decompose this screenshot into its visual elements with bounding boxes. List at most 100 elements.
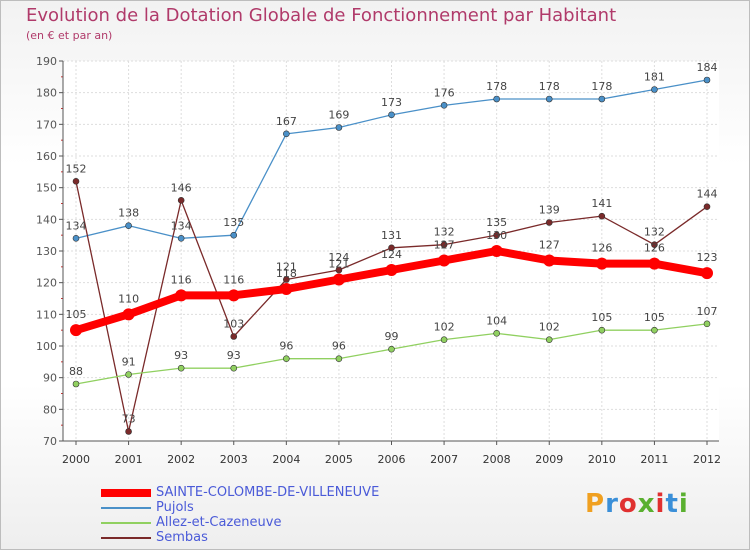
legend-item-sainte-colombe: SAINTE-COLOMBE-DE-VILLENEUVE [101,485,431,500]
data-point [230,333,238,340]
data-point [125,222,132,229]
legend-swatch [101,507,151,509]
data-label: 73 [122,413,136,426]
data-label: 139 [539,204,560,217]
x-tick-label: 2011 [640,453,668,466]
y-tick-label: 180 [36,87,57,100]
data-point [283,276,290,283]
data-point [72,380,80,388]
data-label: 110 [118,292,139,305]
data-label: 103 [223,318,244,331]
data-label: 88 [69,365,83,378]
logo-letter: t [665,489,679,519]
data-point [440,336,448,343]
data-label: 173 [381,96,402,109]
data-label: 134 [66,219,87,232]
data-point [651,326,658,334]
line-chart: 70 80 90 100 110 120 130 140 150 160 170 180 190 2000… [36,55,721,466]
data-point [177,235,185,242]
data-point [335,355,343,362]
data-label: 141 [591,197,612,210]
data-point [703,203,711,210]
data-label: 127 [434,239,455,252]
x-tick-label: 2004 [272,453,300,466]
logo-letter: r [605,489,619,519]
data-point [701,267,713,280]
chart-title: Evolution de la Dotation Globale de Fonc… [26,5,617,26]
data-point [388,111,395,119]
data-point [230,231,238,239]
data-point [335,124,343,131]
y-tick-label: 140 [36,213,57,226]
data-point [227,289,240,302]
y-tick-label: 80 [43,403,57,416]
legend-swatch [101,489,151,497]
data-label: 99 [385,330,399,343]
data-label: 93 [227,349,241,362]
data-point [125,371,132,378]
data-label: 105 [644,311,665,324]
legend-label: Allez-et-Cazeneuve [156,515,282,530]
legend-label: SAINTE-COLOMBE-DE-VILLENEUVE [156,485,380,500]
x-tick-label: 2012 [693,453,721,466]
data-point [230,364,238,372]
data-label: 131 [381,229,402,242]
legend: SAINTE-COLOMBE-DE-VILLENEUVE Pujols Alle… [101,485,431,545]
data-point [72,235,80,242]
data-point [598,326,606,334]
data-label: 135 [486,216,507,229]
data-label: 167 [276,115,297,128]
data-label: 178 [539,80,560,93]
data-label: 181 [644,71,665,84]
data-label: 121 [328,258,349,271]
data-label: 124 [328,251,349,264]
data-label: 91 [122,356,136,369]
data-label: 123 [697,251,718,264]
data-label: 116 [223,273,244,286]
data-label: 116 [171,273,192,286]
data-point [388,244,395,252]
data-label: 105 [66,308,87,321]
data-point [332,273,345,286]
data-label: 96 [279,340,293,353]
x-tick-label: 2006 [378,453,406,466]
legend-swatch [101,537,151,539]
legend-item-pujols: Pujols [101,500,431,515]
data-label: 130 [486,229,507,242]
data-point [440,102,448,109]
data-point [335,266,343,274]
legend-swatch [101,522,151,524]
logo-letter: i [678,489,689,519]
data-label: 107 [697,305,718,318]
proxiti-logo: Proxiti [585,489,689,519]
data-label: 144 [697,188,718,201]
data-point [493,231,500,239]
data-label: 176 [434,86,455,99]
data-label: 118 [276,267,297,280]
data-label: 152 [66,162,87,175]
data-label: 134 [171,219,192,232]
data-point [648,257,661,270]
data-label: 138 [118,207,139,220]
data-point [703,320,711,328]
data-label: 105 [591,311,612,324]
legend-item-sembas: Sembas [101,530,431,545]
data-label: 102 [434,321,455,334]
data-label: 132 [434,226,455,239]
data-point [72,178,80,185]
data-point [598,212,606,220]
data-label: 124 [381,248,402,261]
data-point [283,355,290,362]
y-tick-label: 120 [36,277,57,290]
x-tick-label: 2009 [535,453,563,466]
data-label: 104 [486,314,507,327]
x-tick-label: 2002 [167,453,195,466]
logo-letter: o [618,489,638,519]
data-label: 127 [539,239,560,252]
data-label: 102 [539,321,560,334]
data-label: 121 [276,261,297,274]
data-point [493,330,500,337]
y-tick-label: 90 [43,372,57,385]
data-point [70,324,82,337]
y-tick-label: 100 [36,340,57,353]
